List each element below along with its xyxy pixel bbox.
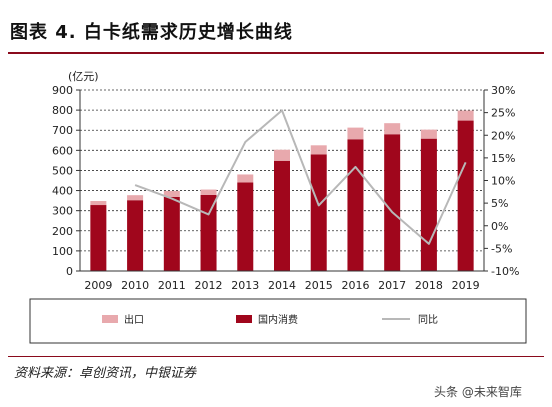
left-axis-tick-label: 900	[52, 84, 73, 97]
legend-label: 国内消费	[258, 313, 298, 326]
bar-domestic-consumption	[310, 154, 327, 271]
left-axis-tick-label: 200	[52, 225, 73, 238]
x-axis-tick-label: 2013	[231, 279, 259, 292]
left-axis-tick-label: 700	[52, 124, 73, 137]
bar-export	[384, 123, 401, 135]
right-axis-tick-label: 30%	[491, 84, 515, 97]
bar-export	[200, 189, 217, 195]
right-axis-tick-label: -5%	[491, 242, 512, 255]
x-axis-tick-label: 2017	[378, 279, 406, 292]
bar-export	[347, 127, 364, 140]
left-axis-tick-label: 100	[52, 245, 73, 258]
bar-export	[163, 190, 180, 197]
left-axis-tick-label: 400	[52, 185, 73, 198]
bar-export	[90, 201, 107, 206]
watermark: 头条 @未来智库	[434, 385, 522, 399]
bar-domestic-consumption	[237, 182, 254, 271]
yoy-growth-line	[134, 109, 467, 245]
legend-label: 同比	[418, 314, 438, 326]
x-axis-tick-label: 2011	[158, 279, 186, 292]
x-axis-tick-label: 2009	[84, 279, 112, 292]
left-axis-tick-label: 300	[52, 205, 73, 218]
right-axis-tick-label: -10%	[491, 265, 519, 278]
legend-swatch	[236, 315, 252, 323]
x-axis-tick-label: 2010	[121, 279, 149, 292]
right-axis-tick-label: 10%	[491, 175, 515, 188]
left-axis-unit-label: (亿元)	[68, 70, 99, 83]
bar-domestic-consumption	[127, 200, 144, 271]
legend-frame	[29, 298, 527, 344]
source-rule	[8, 356, 544, 357]
line-series	[134, 109, 467, 245]
bar-domestic-consumption	[457, 120, 474, 272]
x-axis-tick-label: 2018	[415, 279, 443, 292]
bar-domestic-consumption	[163, 196, 180, 271]
bar-export	[457, 110, 474, 121]
bar-domestic-consumption	[200, 194, 217, 271]
x-axis-tick-label: 2012	[195, 279, 223, 292]
legend-swatch	[102, 315, 118, 323]
bar-export	[237, 174, 254, 183]
right-axis-tick-label: 25%	[491, 107, 515, 120]
bar-domestic-consumption	[90, 205, 107, 271]
x-axis-tick-label: 2015	[305, 279, 333, 292]
bar-domestic-consumption	[384, 134, 401, 271]
bar-export	[310, 145, 327, 155]
title-rule	[8, 52, 544, 54]
bar-domestic-consumption	[420, 138, 437, 271]
chart: 0 100 200 300 400 500 600 700 800 900 -10% -5% 0% 5% 1…	[29, 70, 527, 344]
x-axis-tick-label: 2014	[268, 279, 296, 292]
right-axis-tick-label: 0%	[491, 220, 508, 233]
bar-export	[127, 195, 144, 201]
bar-domestic-consumption	[274, 160, 290, 271]
left-axis-tick-label: 0	[66, 265, 73, 278]
left-axis-tick-label: 600	[52, 144, 73, 157]
x-axis-tick-label: 2019	[452, 279, 480, 292]
right-axis-tick-label: 20%	[491, 129, 515, 142]
right-axis-tick-label: 15%	[491, 152, 515, 165]
left-axis-tick-label: 800	[52, 104, 73, 117]
axes: 0 100 200 300 400 500 600 700 800 900 -10% -5% 0% 5% 1…	[52, 84, 519, 292]
x-axis-tick-label: 2016	[341, 279, 369, 292]
legend-label: 出口	[124, 313, 144, 326]
legend: 出口 国内消费 同比	[29, 298, 527, 344]
bar-export	[420, 129, 437, 139]
figure-title: 图表 4. 白卡纸需求历史增长曲线	[10, 22, 293, 43]
bar-domestic-consumption	[347, 139, 364, 271]
bar-export	[274, 149, 290, 161]
left-axis-tick-label: 500	[52, 164, 73, 177]
right-axis-tick-label: 5%	[491, 197, 508, 210]
source-note: 资料来源：卓创资讯，中银证券	[14, 366, 197, 381]
